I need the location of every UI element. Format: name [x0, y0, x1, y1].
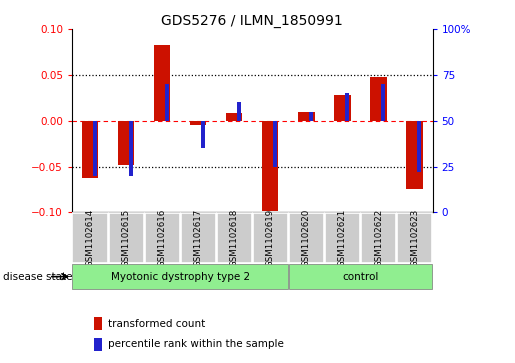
Text: GSM1102619: GSM1102619 [266, 209, 275, 267]
Text: GSM1102615: GSM1102615 [122, 209, 131, 267]
Bar [298, 111, 315, 121]
Text: GSM1102618: GSM1102618 [230, 209, 239, 267]
Bar [201, 121, 205, 148]
Bar [73, 213, 108, 263]
Bar [82, 121, 98, 179]
Text: GSM1102620: GSM1102620 [302, 209, 311, 267]
Bar [145, 213, 180, 263]
Bar [154, 45, 170, 121]
Bar [273, 121, 277, 167]
Bar [73, 264, 288, 289]
Bar [406, 121, 423, 189]
Bar [325, 213, 360, 263]
Bar [190, 121, 207, 125]
Bar [309, 111, 313, 121]
Bar [381, 84, 385, 121]
Text: GSM1102616: GSM1102616 [158, 209, 167, 267]
Bar [345, 93, 349, 121]
Bar [118, 121, 134, 165]
Text: Myotonic dystrophy type 2: Myotonic dystrophy type 2 [111, 272, 250, 282]
Bar [253, 213, 288, 263]
Text: GSM1102622: GSM1102622 [374, 209, 383, 267]
Text: GSM1102617: GSM1102617 [194, 209, 203, 267]
Bar [94, 338, 102, 351]
Bar [109, 213, 144, 263]
Text: GSM1102621: GSM1102621 [338, 209, 347, 267]
Bar [226, 113, 243, 121]
Bar [289, 264, 432, 289]
Bar [217, 213, 252, 263]
Bar [94, 317, 102, 330]
Bar [129, 121, 133, 176]
Text: GSM1102623: GSM1102623 [410, 209, 419, 267]
Bar [93, 121, 97, 176]
Text: transformed count: transformed count [108, 318, 205, 329]
Bar [289, 213, 324, 263]
Text: GSM1102614: GSM1102614 [85, 209, 95, 267]
Bar [417, 121, 421, 172]
Bar [397, 213, 432, 263]
Bar [237, 102, 241, 121]
Bar [165, 84, 169, 121]
Bar [370, 77, 387, 121]
Bar [334, 95, 351, 121]
Text: percentile rank within the sample: percentile rank within the sample [108, 339, 284, 350]
Bar [262, 121, 279, 211]
Text: control: control [342, 272, 379, 282]
Title: GDS5276 / ILMN_1850991: GDS5276 / ILMN_1850991 [162, 14, 343, 28]
Text: disease state: disease state [3, 272, 72, 282]
Bar [181, 213, 216, 263]
Bar [361, 213, 396, 263]
